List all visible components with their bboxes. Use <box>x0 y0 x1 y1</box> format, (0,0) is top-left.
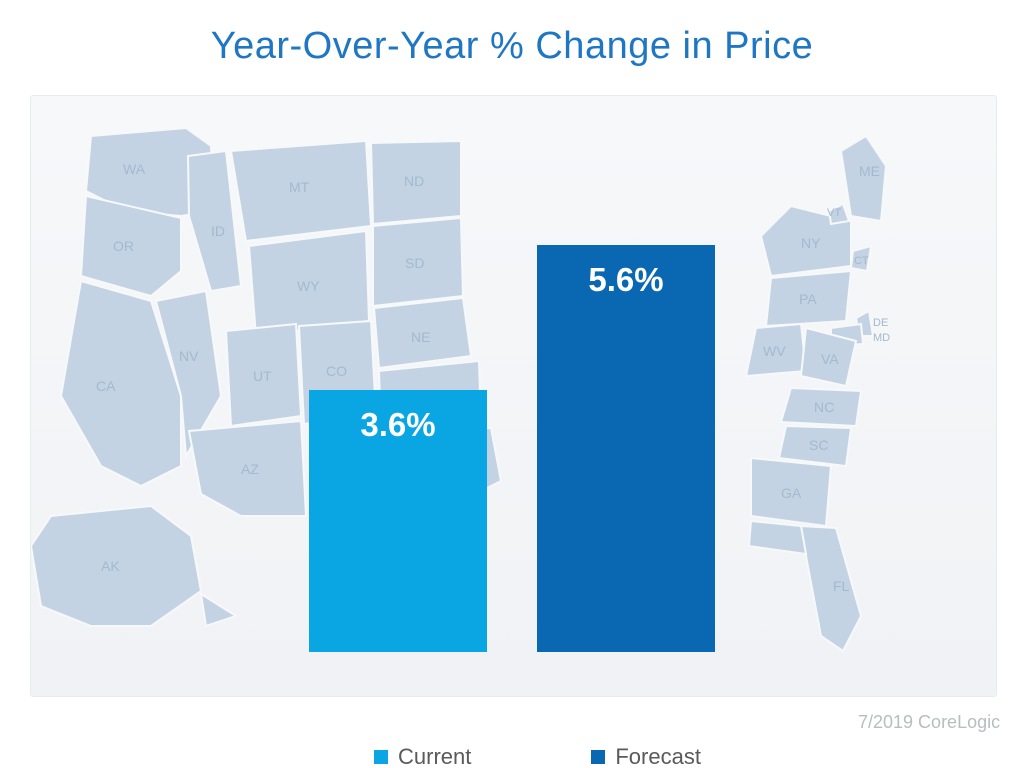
svg-text:CT: CT <box>854 255 869 267</box>
svg-text:UT: UT <box>253 368 272 384</box>
svg-text:NV: NV <box>179 348 199 364</box>
svg-text:MT: MT <box>289 179 310 195</box>
chart-legend: Current Forecast <box>374 744 701 768</box>
bar-forecast-value: 5.6% <box>537 261 715 299</box>
svg-text:OR: OR <box>113 238 134 254</box>
svg-text:SC: SC <box>809 437 828 453</box>
slide: Year-Over-Year % Change in Price <box>0 0 1024 768</box>
svg-text:GA: GA <box>781 485 802 501</box>
svg-text:MD: MD <box>873 332 890 344</box>
svg-text:ND: ND <box>404 173 424 189</box>
svg-text:NC: NC <box>814 399 834 415</box>
bar-current-value: 3.6% <box>309 406 487 444</box>
svg-text:CO: CO <box>326 363 347 379</box>
svg-text:NY: NY <box>801 235 821 251</box>
legend-item-forecast: Forecast <box>591 744 701 768</box>
svg-text:FL: FL <box>833 578 850 594</box>
svg-text:WA: WA <box>123 161 146 177</box>
svg-text:ME: ME <box>859 163 880 179</box>
chart-plot-area: WA OR CA NV ID MT WY UT CO AZ ND SD NE K… <box>30 95 997 697</box>
svg-text:NE: NE <box>411 329 430 345</box>
legend-label-forecast: Forecast <box>615 744 701 768</box>
svg-text:VT: VT <box>827 207 841 219</box>
bar-forecast: 5.6% <box>537 245 715 652</box>
svg-text:AZ: AZ <box>241 461 259 477</box>
svg-text:VA: VA <box>821 351 839 367</box>
svg-text:DE: DE <box>873 317 888 329</box>
chart-title: Year-Over-Year % Change in Price <box>0 25 1024 68</box>
svg-text:AK: AK <box>101 558 120 574</box>
us-map-background: WA OR CA NV ID MT WY UT CO AZ ND SD NE K… <box>31 96 996 696</box>
map-state-labels: WA OR CA NV ID MT WY UT CO AZ ND SD NE K… <box>96 161 890 594</box>
legend-swatch-current <box>374 750 388 764</box>
legend-swatch-forecast <box>591 750 605 764</box>
legend-label-current: Current <box>398 744 471 768</box>
source-credit: 7/2019 CoreLogic <box>858 712 1000 733</box>
svg-text:WY: WY <box>297 278 320 294</box>
svg-text:SD: SD <box>405 255 424 271</box>
svg-text:PA: PA <box>799 291 817 307</box>
svg-text:WV: WV <box>763 343 786 359</box>
svg-text:CA: CA <box>96 378 116 394</box>
legend-item-current: Current <box>374 744 471 768</box>
svg-text:ID: ID <box>211 223 225 239</box>
bar-current: 3.6% <box>309 390 487 652</box>
